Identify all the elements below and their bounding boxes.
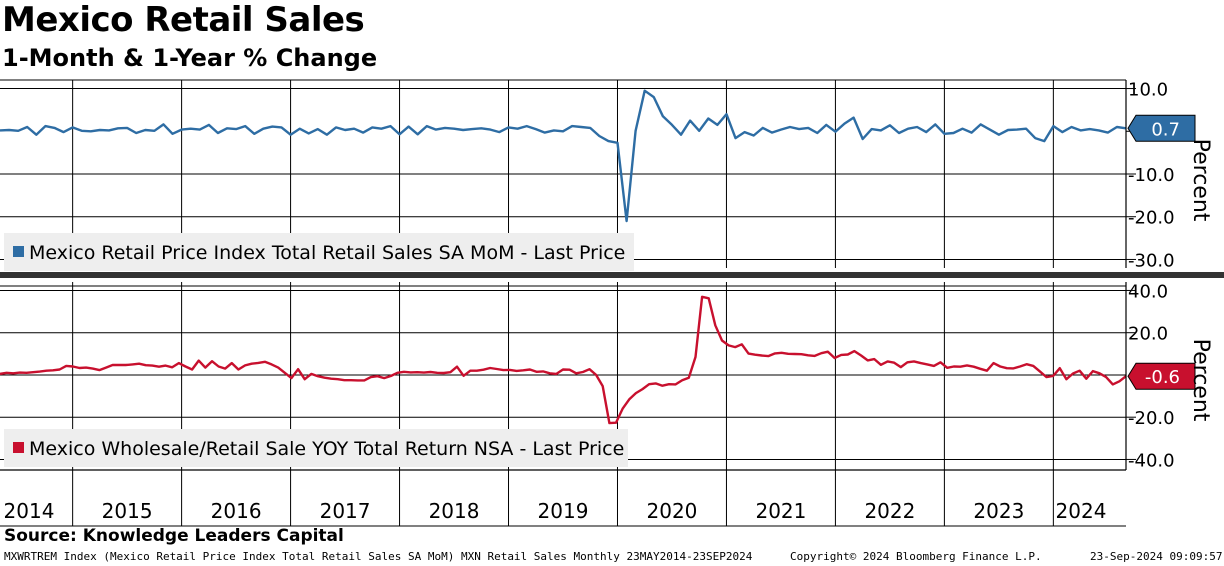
footer-index-info: MXWRTREM Index (Mexico Retail Price Inde…: [4, 550, 753, 563]
legends: Mexico Retail Price Index Total Retail S…: [4, 233, 634, 467]
series-line: [0, 89, 1127, 223]
last-value-marker: [1127, 114, 1196, 142]
x-tick-label: 2019: [538, 499, 589, 523]
legend-box: [4, 429, 628, 467]
series-line: [0, 295, 1127, 425]
x-tick-label: 2022: [864, 499, 915, 523]
series-lines: [0, 89, 1127, 425]
y-tick-label: 20.0: [1128, 324, 1168, 345]
x-tick-label: 2016: [211, 499, 262, 523]
last-value-label: -0.6: [1145, 367, 1180, 388]
legend-box: [4, 233, 634, 271]
axes: 10.0 -10.0 -20.0 -30.0 0.7 Percent 40.0 20.0 -20…: [0, 79, 1224, 527]
y-tick-label: -10.0: [1128, 165, 1175, 186]
last-value-marker: [1127, 362, 1196, 390]
last-value-label: 0.7: [1151, 119, 1180, 140]
y-axis-title: Percent: [1188, 139, 1213, 222]
x-tick-label: 2020: [647, 499, 698, 523]
y-tick-label: -20.0: [1128, 408, 1175, 429]
footer-copyright: Copyright© 2024 Bloomberg Finance L.P.: [790, 550, 1042, 563]
y-tick-label: -20.0: [1128, 208, 1175, 229]
legend-label: Mexico Wholesale/Retail Sale YOY Total R…: [29, 438, 624, 460]
legend-swatch: [13, 246, 24, 257]
chart-title: Mexico Retail Sales: [2, 0, 365, 40]
y-tick-label: -30.0: [1128, 250, 1175, 271]
x-tick-label: 2017: [320, 499, 371, 523]
x-tick-label: 2015: [102, 499, 153, 523]
footer-timestamp: 23-Sep-2024 09:09:57: [1090, 550, 1223, 563]
x-tick-label: 2014: [4, 499, 55, 523]
x-tick-label: 2018: [429, 499, 480, 523]
chart-subtitle: 1-Month & 1-Year % Change: [2, 44, 378, 72]
y-tick-label: 40.0: [1128, 281, 1168, 302]
legend-swatch: [13, 442, 24, 453]
legend-label: Mexico Retail Price Index Total Retail S…: [29, 242, 625, 264]
y-tick-label: -40.0: [1128, 450, 1175, 471]
panel-divider: [0, 272, 1224, 278]
y-tick-label: 10.0: [1128, 80, 1168, 101]
x-tick-label: 2023: [973, 499, 1024, 523]
y-axis-title: Percent: [1188, 339, 1213, 422]
x-tick-label: 2024: [1056, 499, 1107, 523]
source-note: Source: Knowledge Leaders Capital: [4, 526, 344, 546]
x-tick-label: 2021: [755, 499, 806, 523]
